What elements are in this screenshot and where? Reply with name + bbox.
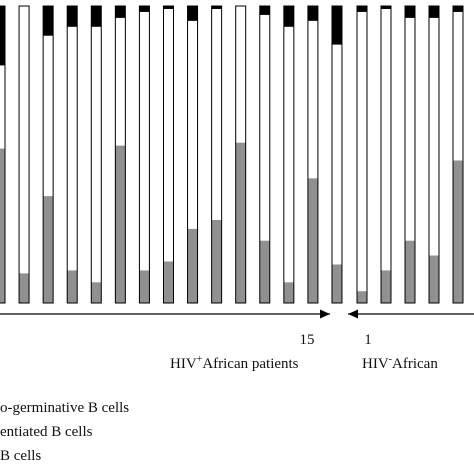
bar-outline bbox=[42, 5, 54, 304]
segment-differentiated bbox=[429, 17, 439, 256]
group-label-main: HIV bbox=[362, 356, 389, 372]
segment-b-cells bbox=[307, 178, 318, 303]
bar-outline bbox=[331, 5, 343, 304]
segment-b-cells bbox=[259, 240, 270, 303]
bar-outline bbox=[0, 5, 6, 304]
segment-differentiated bbox=[381, 8, 391, 271]
legend-entry-b-cells: B cells bbox=[0, 448, 42, 464]
bars-layer bbox=[0, 5, 464, 304]
bar-outline bbox=[18, 5, 30, 304]
segment-pre-germinative bbox=[259, 6, 270, 15]
segment-pre-germinative bbox=[43, 6, 54, 36]
segment-b-cells bbox=[163, 261, 174, 303]
segment-b-cells bbox=[381, 270, 391, 303]
bar-outline bbox=[356, 5, 368, 304]
segment-b-cells bbox=[211, 219, 222, 303]
segment-b-cells bbox=[43, 196, 54, 303]
bar-outline bbox=[307, 5, 319, 304]
bar-outline bbox=[66, 5, 78, 304]
segment-pre-germinative bbox=[163, 6, 174, 9]
segment-b-cells bbox=[405, 240, 415, 303]
segment-differentiated bbox=[187, 20, 198, 229]
bar-outline bbox=[138, 5, 150, 304]
segment-differentiated bbox=[259, 14, 270, 241]
bar-outline bbox=[428, 5, 440, 304]
segment-differentiated bbox=[405, 17, 415, 241]
segment-pre-germinative bbox=[139, 6, 150, 12]
group-label-rest: African patients bbox=[202, 356, 299, 372]
segment-pre-germinative bbox=[187, 6, 198, 21]
bar-outline bbox=[452, 5, 464, 304]
segment-differentiated bbox=[19, 6, 30, 274]
segment-b-cells bbox=[331, 264, 342, 303]
segment-b-cells bbox=[139, 270, 150, 303]
bar-outline bbox=[90, 5, 102, 304]
group-label-hiv-negative: HIV-African bbox=[362, 354, 438, 373]
tick-label-end: 15 bbox=[300, 332, 315, 348]
segment-b-cells bbox=[0, 148, 5, 303]
segment-b-cells bbox=[283, 282, 294, 303]
bar-outline bbox=[380, 5, 392, 304]
segment-b-cells bbox=[115, 145, 126, 303]
segment-differentiated bbox=[163, 8, 174, 262]
segment-pre-germinative bbox=[115, 6, 126, 18]
bar-outline bbox=[235, 5, 247, 304]
segment-pre-germinative bbox=[357, 6, 367, 12]
bar-outline bbox=[211, 5, 223, 304]
group-label-rest: African bbox=[392, 356, 438, 372]
segment-differentiated bbox=[331, 44, 342, 265]
segment-pre-germinative bbox=[211, 6, 222, 9]
segment-differentiated bbox=[67, 26, 78, 271]
segment-differentiated bbox=[211, 8, 222, 220]
segment-pre-germinative bbox=[453, 6, 463, 12]
segment-pre-germinative bbox=[429, 6, 439, 18]
segment-differentiated bbox=[235, 6, 246, 143]
segment-differentiated bbox=[307, 20, 318, 179]
group-label-main: HIV bbox=[170, 356, 197, 372]
segment-pre-germinative bbox=[91, 6, 102, 27]
segment-b-cells bbox=[187, 228, 198, 303]
arrow-head-left bbox=[348, 309, 358, 319]
tick-label-start: 1 bbox=[364, 332, 372, 348]
segment-pre-germinative bbox=[331, 6, 342, 45]
segment-pre-germinative bbox=[67, 6, 78, 27]
bar-outline bbox=[187, 5, 199, 304]
segment-b-cells bbox=[429, 255, 439, 303]
segment-b-cells bbox=[235, 142, 246, 303]
segment-differentiated bbox=[139, 11, 150, 271]
segment-b-cells bbox=[357, 291, 367, 303]
bar-outline bbox=[259, 5, 271, 304]
segment-b-cells bbox=[453, 160, 463, 303]
segment-differentiated bbox=[43, 35, 54, 197]
group-label-sup: + bbox=[196, 354, 203, 365]
bar-outline bbox=[114, 5, 126, 304]
legend-entry-pre-germinative: o-germinative B cells bbox=[0, 400, 130, 416]
bar-outline bbox=[162, 5, 174, 304]
segment-differentiated bbox=[0, 65, 5, 149]
segment-pre-germinative bbox=[381, 6, 391, 9]
legend-entry-differentiated: entiated B cells bbox=[0, 424, 93, 440]
segment-differentiated bbox=[453, 11, 463, 161]
segment-pre-germinative bbox=[405, 6, 415, 18]
segment-differentiated bbox=[91, 26, 102, 283]
axis-layer: 15 1 bbox=[0, 309, 474, 348]
segment-pre-germinative bbox=[0, 6, 5, 66]
arrow-head-right bbox=[320, 309, 330, 319]
segment-pre-germinative bbox=[307, 6, 318, 21]
group-label-hiv-positive: HIV+African patients bbox=[170, 354, 299, 373]
segment-differentiated bbox=[357, 11, 367, 292]
segment-b-cells bbox=[19, 273, 30, 303]
segment-b-cells bbox=[67, 270, 78, 303]
bar-outline bbox=[404, 5, 416, 304]
group-label-sup: - bbox=[388, 354, 393, 365]
segment-differentiated bbox=[283, 26, 294, 283]
segment-pre-germinative bbox=[283, 6, 294, 27]
bar-outline bbox=[283, 5, 295, 304]
segment-b-cells bbox=[91, 282, 102, 303]
segment-differentiated bbox=[115, 17, 126, 146]
